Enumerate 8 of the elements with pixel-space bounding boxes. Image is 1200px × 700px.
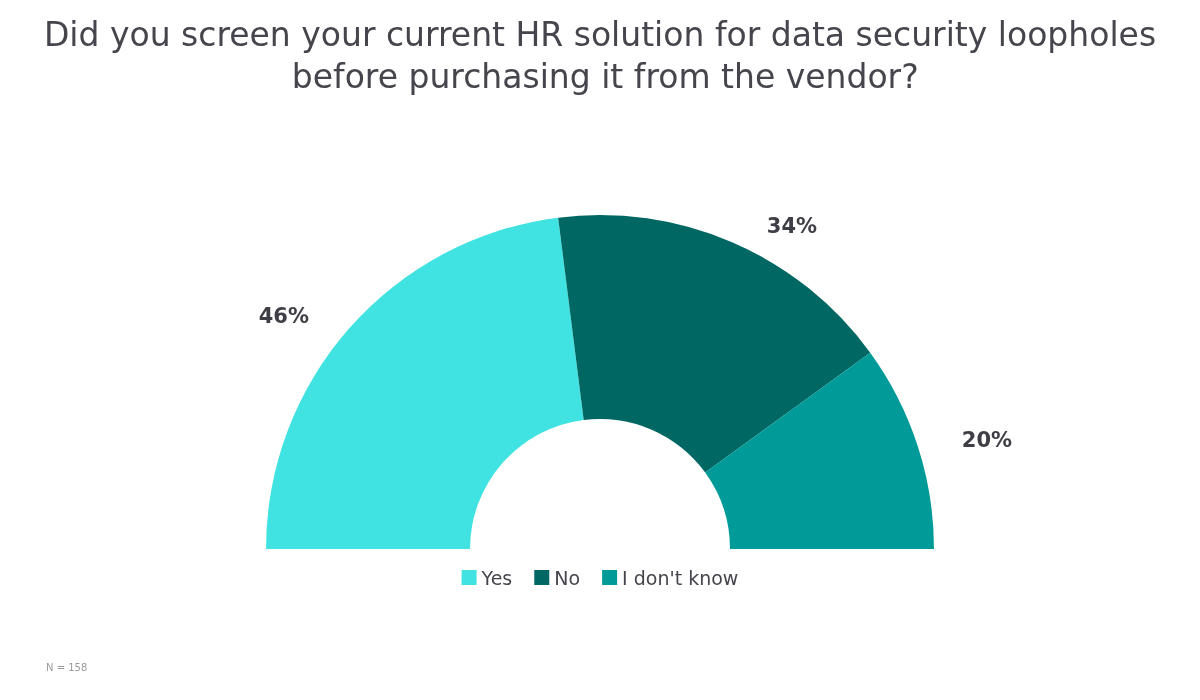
data-label: 46% [258, 304, 309, 329]
data-label: 20% [961, 428, 1013, 453]
legend-label: Yes [480, 566, 513, 589]
legend-label: No [554, 566, 581, 589]
text: N = 158 [46, 661, 88, 673]
legend-label: I don't know [622, 566, 739, 589]
chart-title: Did you screen your current HR solution for data security loopholes before purchasing it from the vendor? [43, 14, 1157, 96]
data-label: 34% [766, 213, 818, 238]
